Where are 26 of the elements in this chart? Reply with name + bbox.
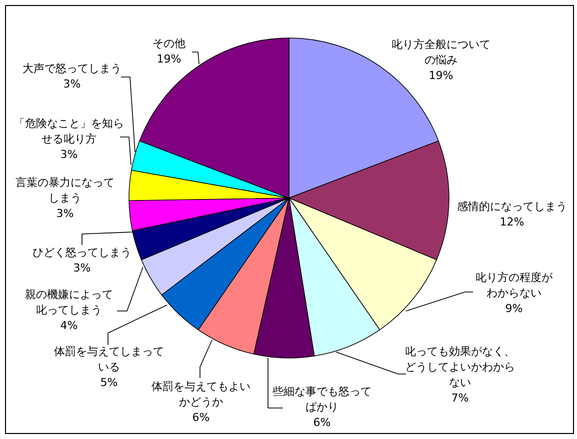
data-label: 5% [100,376,118,389]
data-label: 6% [192,411,210,424]
data-label: 6% [313,416,331,429]
data-label: 3% [56,207,74,220]
slice-label: 叱っても効果がなく、どうしてよいかわからない [405,345,515,389]
slice-label: 体罰を与えてもよいかどうか [152,380,250,408]
slice-label: 叱り方の程度がわからない [476,271,554,300]
data-label: 4% [60,319,78,332]
slice-label: 「危険なこと」を知らせる叱り方 [14,117,124,146]
slice-label: 感情的になってしまう [457,200,567,213]
data-label: 19% [156,52,182,66]
data-label: 3% [60,148,78,161]
data-label: 3% [73,262,91,274]
data-label: 7% [451,392,469,404]
slice-label: ひどく怒ってしまう [32,246,132,259]
data-label: 19% [428,69,454,82]
slice-label: 親の機嫌によって叱ってしまう [25,288,113,316]
slice-label: 体罰を与えてしまっている [54,345,164,374]
slice-label: 些細な事でも怒ってばかり [272,385,372,414]
data-label: 9% [505,302,523,315]
slice-label: 叱り方全般についての悩み [392,38,490,66]
data-label: 3% [63,78,81,90]
data-label: 12% [500,216,524,228]
slice-label: その他 [152,37,186,50]
slice-label: 言葉の暴力になってしまう [16,176,114,204]
slice-label: 大声で怒ってしまう [22,62,122,75]
